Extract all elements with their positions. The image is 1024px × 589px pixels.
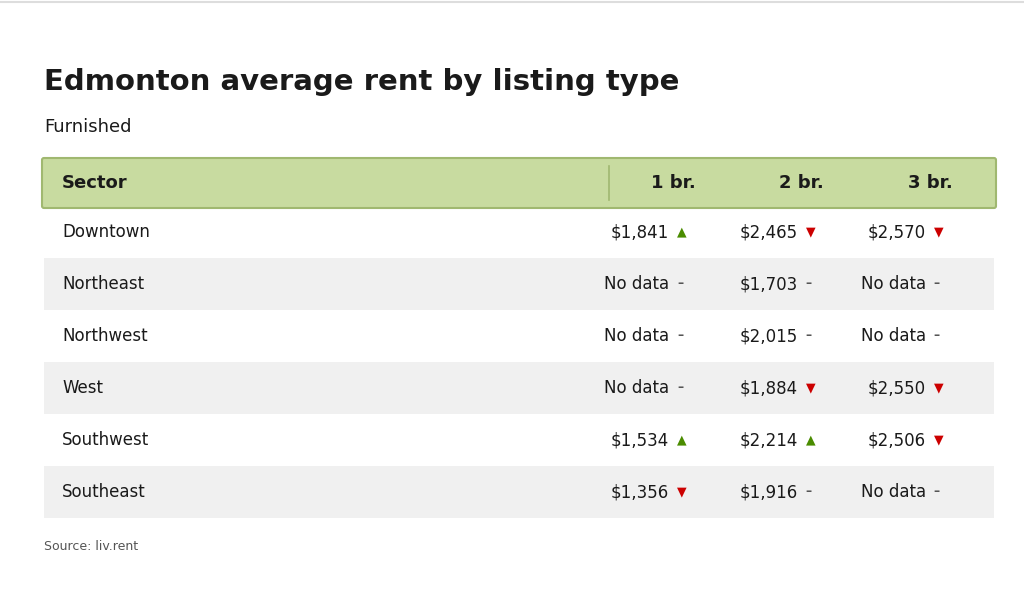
Text: –: –	[806, 329, 812, 342]
Text: ▼: ▼	[806, 382, 815, 395]
Text: ▼: ▼	[934, 226, 943, 239]
Text: $1,703: $1,703	[739, 275, 798, 293]
Text: No data: No data	[604, 327, 670, 345]
Text: Source: liv.rent: Source: liv.rent	[44, 540, 138, 553]
Text: $2,214: $2,214	[739, 431, 798, 449]
Text: Northeast: Northeast	[62, 275, 144, 293]
Text: 1 br.: 1 br.	[651, 174, 695, 192]
Text: No data: No data	[604, 379, 670, 397]
Bar	[44, 362, 994, 414]
Text: ▲: ▲	[806, 434, 815, 446]
Bar	[44, 310, 994, 362]
Text: $2,570: $2,570	[867, 223, 926, 241]
Text: No data: No data	[861, 327, 926, 345]
Bar	[44, 258, 994, 310]
Text: ▼: ▼	[806, 226, 815, 239]
Text: $1,884: $1,884	[739, 379, 798, 397]
Text: $2,506: $2,506	[867, 431, 926, 449]
Text: Edmonton average rent by listing type: Edmonton average rent by listing type	[44, 68, 679, 96]
Text: No data: No data	[861, 275, 926, 293]
Text: $2,015: $2,015	[739, 327, 798, 345]
Text: –: –	[677, 382, 683, 395]
Text: ▲: ▲	[677, 226, 687, 239]
Text: Furnished: Furnished	[44, 118, 131, 136]
Text: No data: No data	[861, 483, 926, 501]
Text: $2,550: $2,550	[867, 379, 926, 397]
Text: ▼: ▼	[677, 485, 687, 498]
Text: –: –	[806, 485, 812, 498]
Text: Downtown: Downtown	[62, 223, 150, 241]
Bar	[44, 414, 994, 466]
Text: ▼: ▼	[934, 382, 943, 395]
Text: –: –	[806, 277, 812, 290]
Text: $1,841: $1,841	[611, 223, 670, 241]
Text: 3 br.: 3 br.	[907, 174, 952, 192]
Text: $1,916: $1,916	[739, 483, 798, 501]
Text: –: –	[677, 277, 683, 290]
Text: Southeast: Southeast	[62, 483, 145, 501]
Text: ▼: ▼	[934, 434, 943, 446]
Text: Southwest: Southwest	[62, 431, 150, 449]
Bar	[44, 206, 994, 258]
Text: 2 br.: 2 br.	[779, 174, 824, 192]
Text: –: –	[934, 329, 940, 342]
Text: ▲: ▲	[677, 434, 687, 446]
Text: $2,465: $2,465	[739, 223, 798, 241]
Text: $1,356: $1,356	[611, 483, 670, 501]
Text: West: West	[62, 379, 103, 397]
Text: Sector: Sector	[62, 174, 128, 192]
FancyBboxPatch shape	[42, 158, 996, 208]
Text: No data: No data	[604, 275, 670, 293]
Bar	[44, 466, 994, 518]
Text: –: –	[677, 329, 683, 342]
Text: –: –	[934, 277, 940, 290]
Text: Northwest: Northwest	[62, 327, 147, 345]
Text: –: –	[934, 485, 940, 498]
Text: $1,534: $1,534	[611, 431, 670, 449]
